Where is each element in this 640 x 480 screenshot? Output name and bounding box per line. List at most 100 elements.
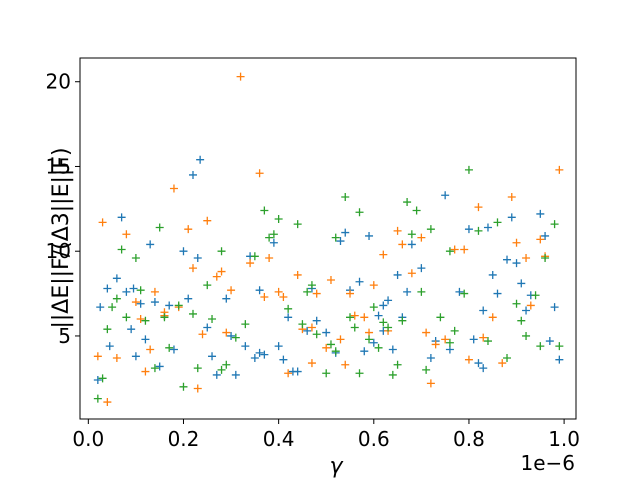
data-point: [146, 240, 155, 249]
data-point: [112, 353, 121, 362]
data-point: [193, 253, 202, 262]
data-point: [188, 309, 197, 318]
data-point: [474, 203, 483, 212]
data-point: [131, 298, 140, 307]
data-point: [284, 369, 293, 378]
data-point: [136, 299, 145, 308]
x-tick-label: 0.2: [168, 427, 200, 451]
data-point: [93, 352, 102, 361]
data-point: [393, 270, 402, 279]
data-point: [241, 320, 250, 329]
data-point: [369, 303, 378, 312]
data-point: [503, 255, 512, 264]
data-point: [112, 294, 121, 303]
x-tick-label: 0.8: [453, 427, 485, 451]
data-point: [93, 376, 102, 385]
data-point: [208, 352, 217, 361]
data-point: [522, 253, 531, 262]
data-point: [350, 311, 359, 320]
data-point: [507, 192, 516, 201]
data-point: [265, 233, 274, 242]
series-2: [93, 72, 564, 407]
data-point: [227, 286, 236, 295]
data-point: [188, 170, 197, 179]
data-point: [483, 223, 492, 232]
data-point: [379, 250, 388, 259]
data-point: [274, 215, 283, 224]
y-tick-label: 10: [46, 239, 71, 263]
data-point: [274, 342, 283, 351]
data-point: [450, 245, 459, 254]
data-point: [141, 316, 150, 325]
data-point: [555, 355, 564, 364]
data-point: [355, 277, 364, 286]
data-point: [255, 286, 264, 295]
data-point: [96, 303, 105, 312]
data-point: [336, 237, 345, 246]
data-point: [93, 394, 102, 403]
data-point: [312, 316, 321, 325]
data-point: [103, 325, 112, 334]
data-point: [246, 259, 255, 268]
data-point: [365, 335, 374, 344]
data-point: [488, 270, 497, 279]
data-point: [365, 231, 374, 240]
y-axis-ticks: 5 10 15 20: [46, 70, 80, 348]
data-point: [293, 270, 302, 279]
data-point: [426, 353, 435, 362]
data-point: [426, 225, 435, 234]
data-point: [464, 165, 473, 174]
data-point: [269, 238, 278, 247]
data-point: [136, 315, 145, 324]
data-point: [331, 347, 340, 356]
data-point: [198, 330, 207, 339]
data-point: [293, 367, 302, 376]
data-point: [98, 218, 107, 227]
data-point: [136, 286, 145, 295]
data-point: [493, 218, 502, 227]
data-point: [222, 294, 231, 303]
data-point: [355, 208, 364, 217]
data-point: [117, 245, 126, 254]
data-point: [255, 169, 264, 178]
data-point: [117, 213, 126, 222]
data-point: [374, 343, 383, 352]
data-point: [155, 223, 164, 232]
data-point: [526, 301, 535, 310]
data-point: [407, 230, 416, 239]
data-point: [179, 247, 188, 256]
data-point: [341, 192, 350, 201]
data-point: [250, 353, 259, 362]
data-point: [550, 220, 559, 229]
data-point: [298, 320, 307, 329]
data-point: [398, 240, 407, 249]
data-point: [536, 209, 545, 218]
data-point: [222, 360, 231, 369]
data-point: [127, 325, 136, 334]
data-point: [208, 315, 217, 324]
data-point: [98, 374, 107, 383]
data-point: [212, 272, 221, 281]
data-point: [346, 313, 355, 322]
data-point: [312, 289, 321, 298]
data-point: [388, 345, 397, 354]
data-point: [231, 370, 240, 379]
data-point: [403, 198, 412, 207]
data-point: [450, 326, 459, 335]
data-point: [545, 337, 554, 346]
data-point: [369, 338, 378, 347]
x-tick-label: 0.4: [263, 427, 295, 451]
data-point: [169, 184, 178, 193]
data-point: [379, 301, 388, 310]
data-point: [464, 355, 473, 364]
data-point: [512, 238, 521, 247]
data-point: [188, 264, 197, 273]
data-point: [150, 298, 159, 307]
data-point: [212, 370, 221, 379]
data-point: [479, 333, 488, 342]
data-point: [483, 337, 492, 346]
data-point: [498, 359, 507, 368]
data-points: [93, 72, 564, 407]
